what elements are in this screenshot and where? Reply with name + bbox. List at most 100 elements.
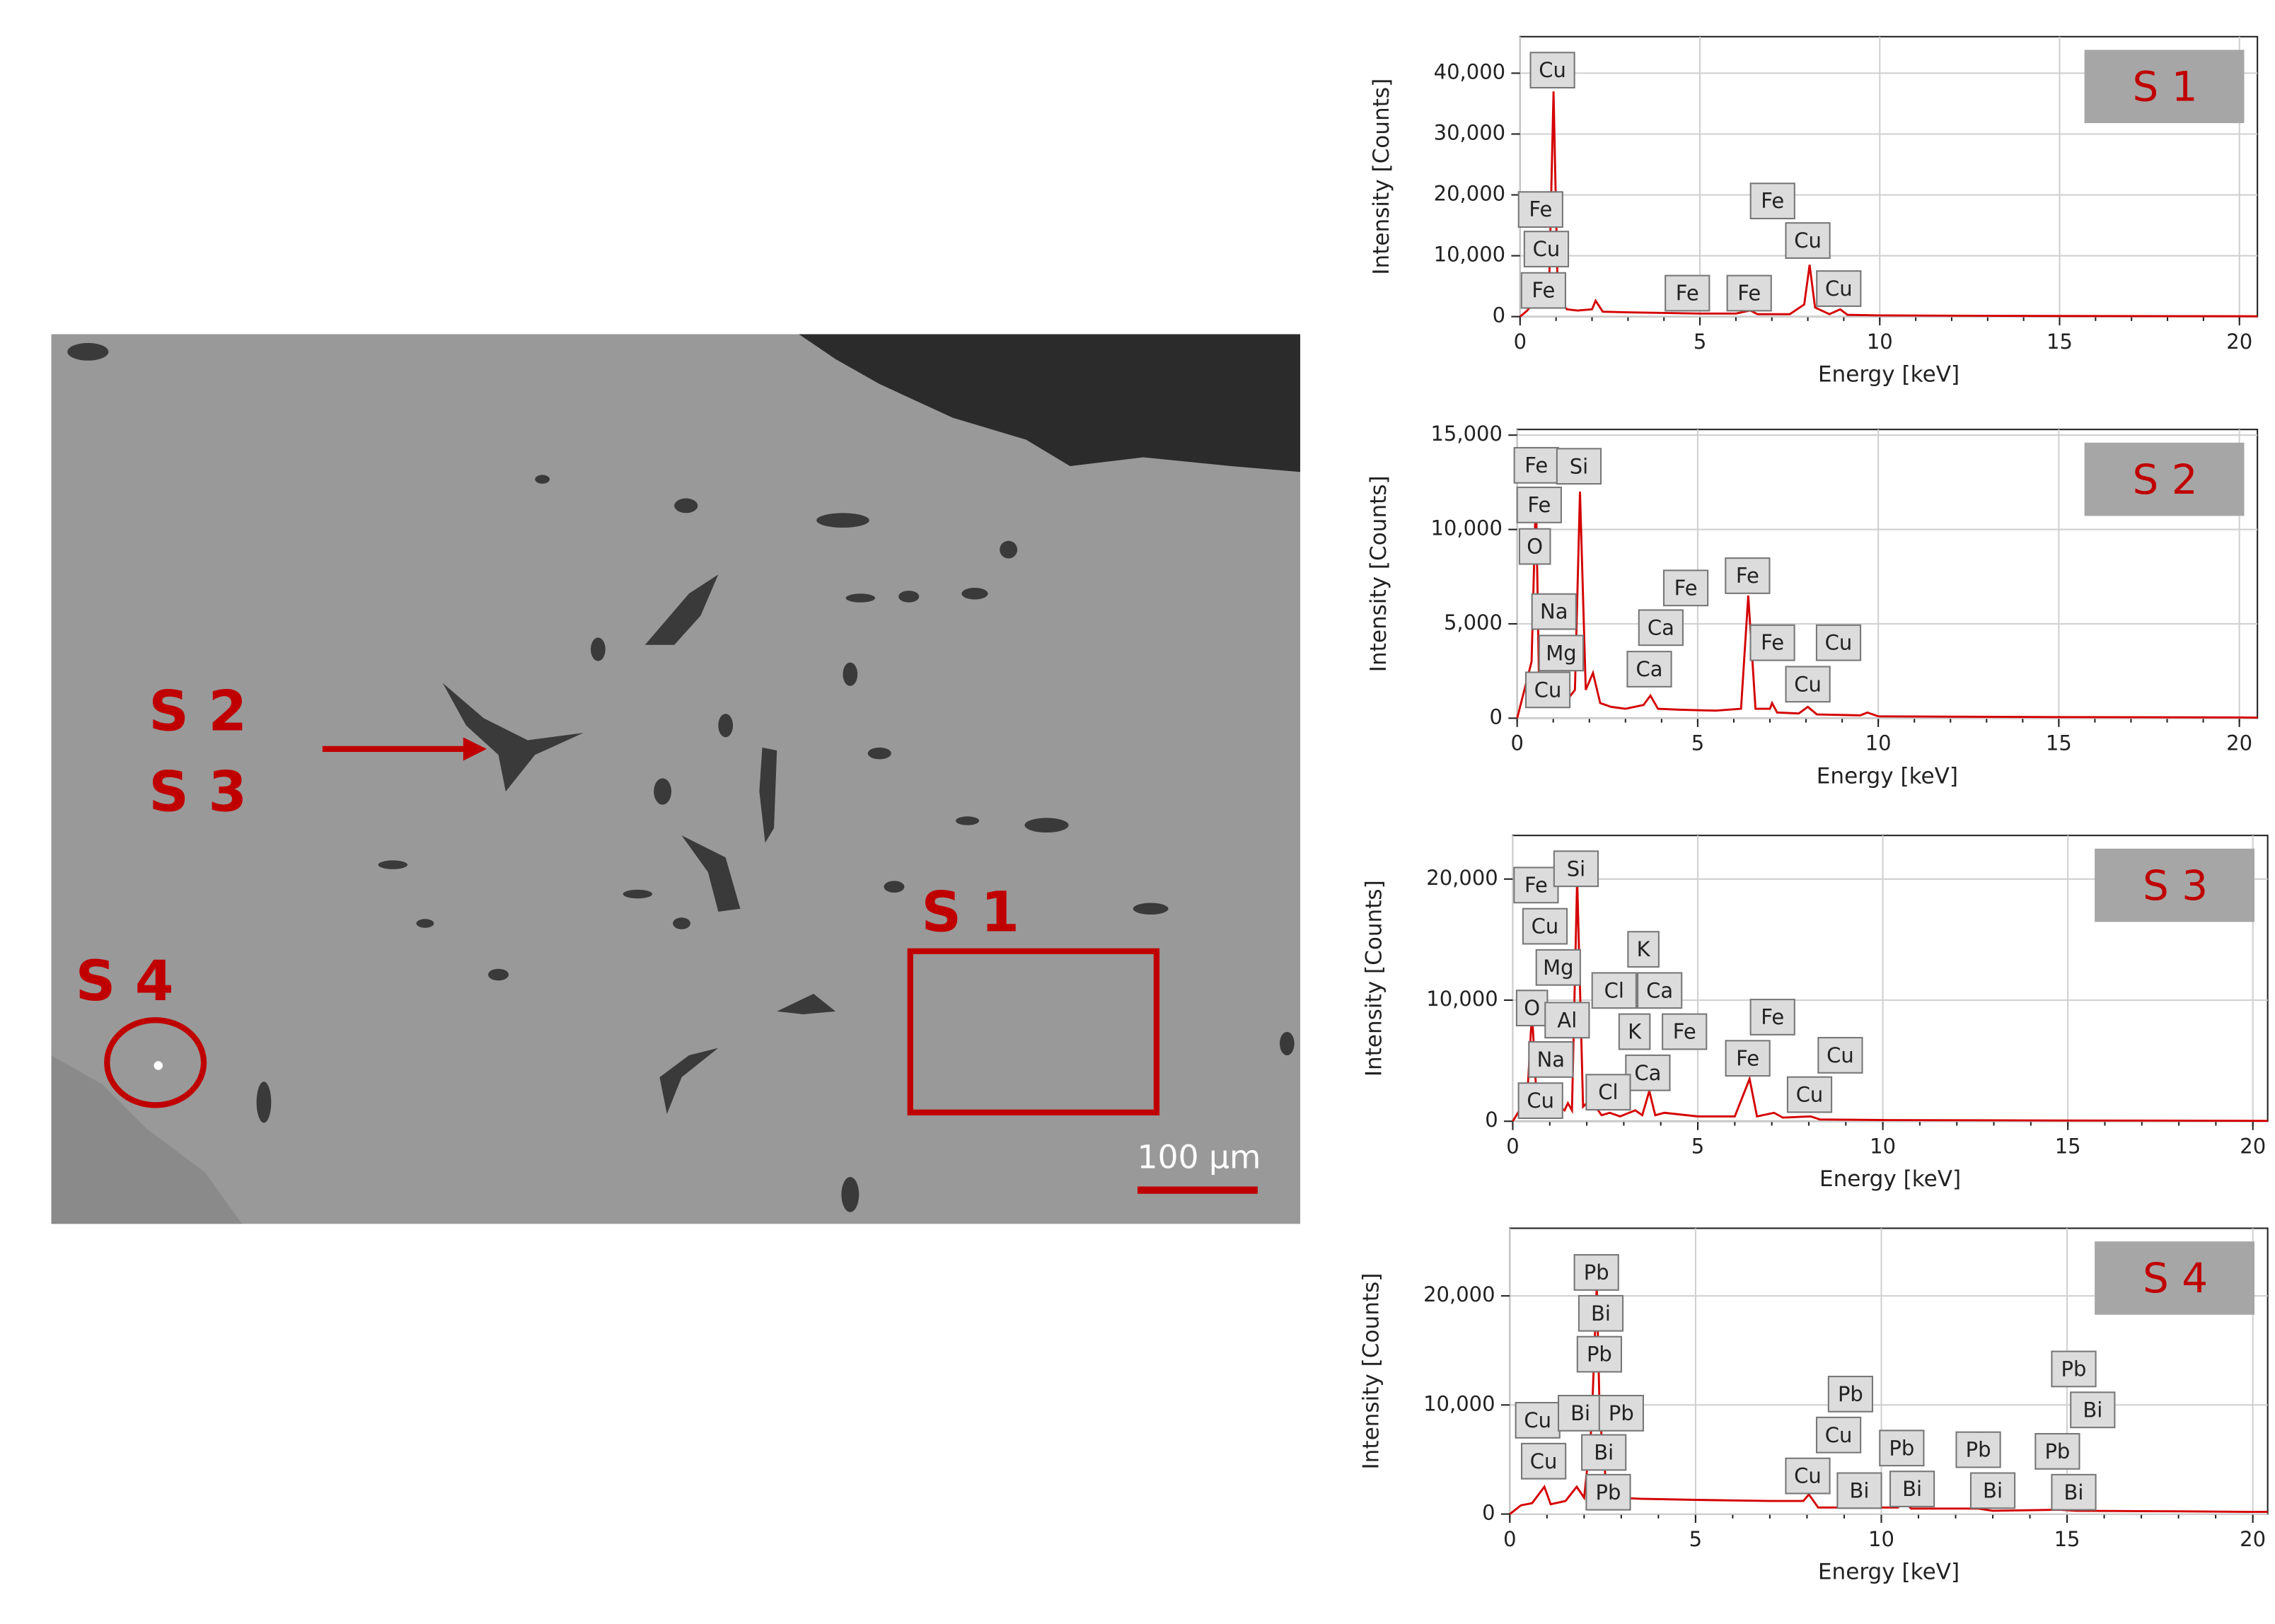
pore	[1133, 903, 1169, 915]
spectrum-chart: 0 5 10 15 20 0 10,000 20,000 Energy [keV] Intensi…	[1359, 1227, 2269, 1584]
peak-label-box	[1725, 557, 1771, 594]
sample-box	[2095, 848, 2254, 922]
peak-label: Al	[1557, 1008, 1577, 1032]
peak-label: K	[1628, 1020, 1642, 1044]
peak-label: Fe	[1532, 279, 1555, 303]
peak-label: Ca	[1648, 615, 1674, 639]
peak-label: Bi	[1570, 1401, 1590, 1425]
pore	[718, 714, 734, 738]
sem-label: S 2	[149, 679, 247, 744]
peak-label-box	[1637, 972, 1683, 1009]
peak-label-box	[1535, 949, 1581, 986]
sem-label: S 4	[76, 949, 174, 1014]
peak-label-box	[1573, 1254, 1619, 1291]
pore	[256, 1081, 272, 1123]
peak-label-box	[1662, 569, 1709, 607]
pore	[416, 919, 434, 928]
x-tick-label: 0	[1514, 330, 1527, 354]
peak-label-box	[1815, 624, 1862, 661]
peak-label-box	[1836, 1472, 1882, 1509]
peak-label: Cu	[1827, 1043, 1854, 1067]
peak-label-box	[1516, 486, 1562, 523]
pore	[442, 683, 584, 791]
x-tick-label: 20	[2240, 1527, 2266, 1551]
peak-label: Fe	[1761, 189, 1784, 213]
sem-crust	[799, 334, 1301, 472]
spectrum-line	[1509, 1284, 2268, 1515]
pore	[659, 1048, 719, 1114]
x-axis-label: Energy [keV]	[1818, 1559, 1959, 1584]
peak-label-box	[1889, 1471, 1935, 1507]
y-axis-label: Intensity [Counts]	[1366, 475, 1391, 672]
peak-label-box	[1817, 1037, 1863, 1074]
peak-label: Fe	[1676, 282, 1699, 306]
peak-label-box	[1517, 191, 1563, 228]
peak-label: Cu	[1534, 678, 1562, 702]
peak-label-box	[2051, 1350, 2097, 1388]
peak-label-box	[2070, 1391, 2116, 1429]
peak-label: Cl	[1598, 1080, 1618, 1104]
sample-title: S 1	[2132, 63, 2197, 111]
y-tick-label: 10,000	[1430, 516, 1502, 540]
y-tick-label: 15,000	[1430, 422, 1502, 446]
peak-label-box	[1969, 1472, 2016, 1509]
x-tick-label: 5	[1691, 731, 1704, 755]
peak-label-box	[1785, 1457, 1831, 1495]
peak-label: Mg	[1543, 956, 1573, 980]
peak-label: Cu	[1533, 237, 1561, 261]
pore	[535, 475, 550, 484]
peak-label: Cu	[1825, 631, 1853, 655]
peak-label: Fe	[1673, 1020, 1696, 1044]
x-tick-label: 10	[1867, 330, 1893, 354]
spectrum-chart: 0 5 10 15 20 0 5,000 10,000 15,000 Energy [keV] In…	[1366, 422, 2259, 789]
y-tick-label: 20,000	[1434, 182, 1505, 206]
peak-label: Bi	[2083, 1398, 2102, 1422]
pore	[867, 747, 891, 760]
peak-label: O	[1527, 535, 1543, 559]
peak-label: Cu	[1794, 672, 1822, 696]
sem-region	[51, 1055, 242, 1224]
peak-label: Pb	[1838, 1382, 1863, 1406]
peak-label: Bi	[1983, 1478, 2003, 1502]
peak-label-box	[1726, 274, 1772, 312]
peak-label-box	[1591, 972, 1637, 1009]
x-tick-label: 15	[2055, 1135, 2081, 1159]
peak-label-box	[1520, 272, 1567, 309]
x-tick-label: 0	[1510, 731, 1523, 755]
x-tick-label: 5	[1689, 1527, 1702, 1551]
peak-label-box	[1513, 866, 1559, 904]
y-tick-label: 10,000	[1434, 243, 1505, 267]
peak-label-box	[1749, 999, 1795, 1036]
pore	[843, 662, 858, 686]
sample-box	[2095, 1241, 2254, 1315]
peak-label: Fe	[1736, 1046, 1759, 1070]
x-tick-label: 15	[2046, 731, 2072, 755]
peak-label-box	[1524, 671, 1571, 709]
arrow-head	[463, 737, 487, 761]
x-tick-label: 0	[1506, 1135, 1519, 1159]
peak-label: Bi	[1594, 1441, 1614, 1465]
pore	[816, 513, 869, 528]
peak-label: Cu	[1532, 915, 1559, 939]
peak-label-box	[1618, 1013, 1651, 1050]
peak-label: Fe	[1524, 453, 1548, 477]
peak-label-box	[1725, 1040, 1771, 1077]
pore	[961, 587, 988, 600]
x-tick-label: 5	[1694, 330, 1706, 354]
peak-label-box	[1598, 1395, 1644, 1432]
peak-label: Cu	[1794, 1464, 1822, 1488]
peak-label: Si	[1567, 857, 1585, 881]
peak-label-box	[2034, 1432, 2080, 1470]
y-tick-label: 0	[1485, 1108, 1498, 1132]
pore	[674, 498, 698, 514]
x-tick-label: 5	[1691, 1135, 1704, 1159]
peak-label: Bi	[1850, 1478, 1870, 1502]
pore	[777, 993, 836, 1014]
sample-box	[2084, 442, 2245, 516]
peak-label-box	[1815, 1416, 1862, 1454]
spectrum-chart: 0 5 10 15 20 0 10,000 20,000 30,000 40,000 Energy …	[1369, 35, 2259, 387]
peak-label: Cu	[1825, 277, 1853, 301]
peak-label: Ca	[1646, 978, 1673, 1002]
peak-label: Pb	[2061, 1357, 2087, 1381]
